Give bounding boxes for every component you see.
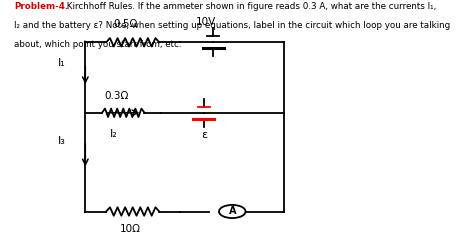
Text: A: A [228, 207, 236, 216]
Text: 0.3Ω: 0.3Ω [104, 91, 128, 101]
Text: 0.5Ω: 0.5Ω [113, 19, 138, 29]
Text: I₂: I₂ [110, 129, 118, 139]
Text: I₁: I₁ [58, 59, 65, 68]
Text: I₃: I₃ [58, 136, 65, 146]
Text: 10Ω: 10Ω [120, 224, 141, 235]
Text: Problem-4.: Problem-4. [14, 2, 68, 11]
Text: 10V: 10V [196, 17, 216, 27]
Text: I₂ and the battery ε? Note, when setting up equations, label in the circuit whic: I₂ and the battery ε? Note, when setting… [14, 21, 450, 30]
Text: Kirchhoff Rules. If the ammeter shown in figure reads 0.3 A, what are the curren: Kirchhoff Rules. If the ammeter shown in… [64, 2, 436, 11]
Text: ε: ε [201, 130, 207, 141]
Text: about, which point you start from, etc.: about, which point you start from, etc. [14, 40, 182, 49]
